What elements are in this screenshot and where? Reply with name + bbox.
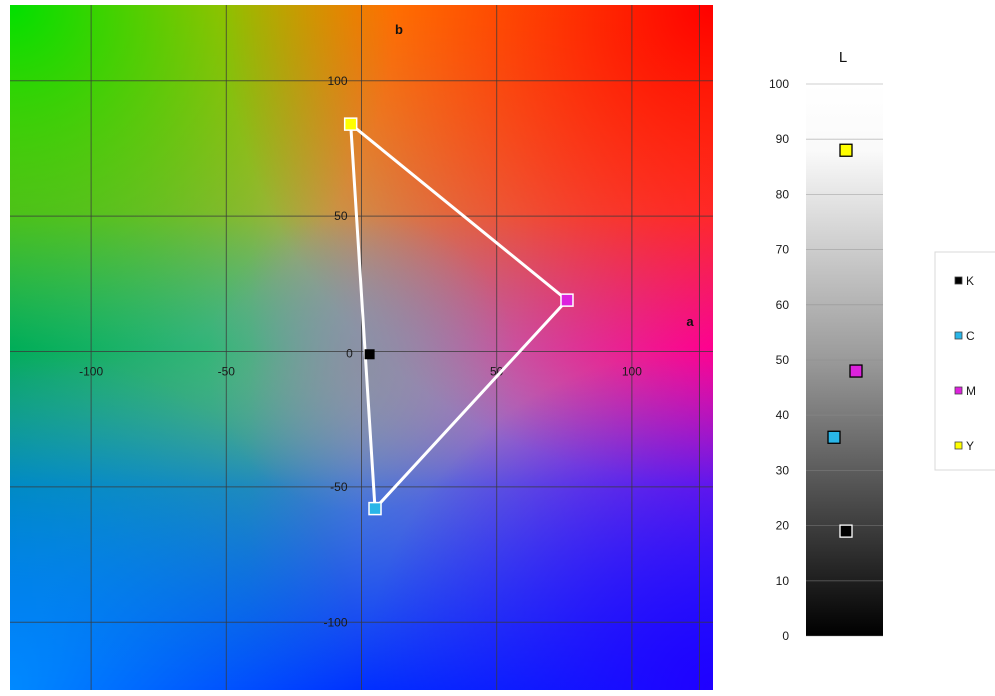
legend-swatch xyxy=(954,441,963,450)
ab-plane-plot: -100 -50 0 50 100 -100 -50 50 100 b a xyxy=(10,5,713,690)
lightness-tick-label: 60 xyxy=(776,298,790,312)
ab-data-points xyxy=(343,117,574,516)
b-tick-label: -50 xyxy=(330,480,348,494)
legend-item-c: C xyxy=(954,329,975,343)
a-tick-label: 0 xyxy=(346,347,353,361)
point-c-ab xyxy=(368,501,382,516)
point-k-ab xyxy=(364,349,375,360)
legend: K C M Y xyxy=(934,251,995,471)
legend-label: C xyxy=(966,329,975,343)
b-axis-title: b xyxy=(395,22,403,37)
gamut-triangle xyxy=(348,120,570,513)
b-tick-label: 50 xyxy=(334,209,348,223)
lightness-tick-label: 50 xyxy=(776,353,790,367)
lightness-tick-label: 40 xyxy=(776,408,790,422)
lightness-gridlines xyxy=(806,83,883,637)
legend-label: K xyxy=(966,274,974,288)
b-tick-label: 100 xyxy=(327,74,347,88)
point-y-ab xyxy=(343,117,358,131)
point-y-lightness xyxy=(839,143,853,157)
a-tick-label: -50 xyxy=(218,365,236,379)
lightness-tick-label: 80 xyxy=(776,187,790,201)
lightness-tick-label: 0 xyxy=(782,629,789,643)
point-m-ab xyxy=(560,293,574,307)
legend-item-m: M xyxy=(954,384,976,398)
lightness-tick-label: 100 xyxy=(769,77,789,91)
a-tick-label: 100 xyxy=(622,365,642,379)
lightness-tick-label: 20 xyxy=(776,519,790,533)
legend-box xyxy=(934,251,995,471)
legend-swatch xyxy=(954,386,963,395)
point-c-lightness xyxy=(827,430,841,444)
lightness-data-points xyxy=(827,143,863,538)
a-tick-label: 50 xyxy=(490,365,504,379)
legend-item-k: K xyxy=(954,274,974,288)
ab-gridlines xyxy=(10,5,713,690)
legend-label: M xyxy=(966,384,976,398)
legend-label: Y xyxy=(966,439,974,453)
ab-tick-labels: -100 -50 0 50 100 -100 -50 50 100 xyxy=(79,74,642,630)
lightness-axis-title: L xyxy=(839,49,847,66)
lightness-tick-label: 70 xyxy=(776,243,790,257)
legend-swatch xyxy=(954,276,963,285)
lightness-tick-labels: 0 10 20 30 40 50 60 70 80 90 100 xyxy=(769,77,789,643)
a-axis-title: a xyxy=(686,314,694,329)
legend-swatch xyxy=(954,331,963,340)
a-tick-label: -100 xyxy=(79,365,103,379)
legend-item-y: Y xyxy=(954,439,974,453)
lightness-tick-label: 90 xyxy=(776,132,790,146)
point-m-lightness xyxy=(849,364,863,378)
lightness-tick-label: 30 xyxy=(776,463,790,477)
lightness-plot: 0 10 20 30 40 50 60 70 80 90 100 L xyxy=(769,49,883,643)
lightness-tick-label: 10 xyxy=(776,574,790,588)
b-tick-label: -100 xyxy=(323,615,347,629)
point-k-lightness xyxy=(839,524,853,538)
